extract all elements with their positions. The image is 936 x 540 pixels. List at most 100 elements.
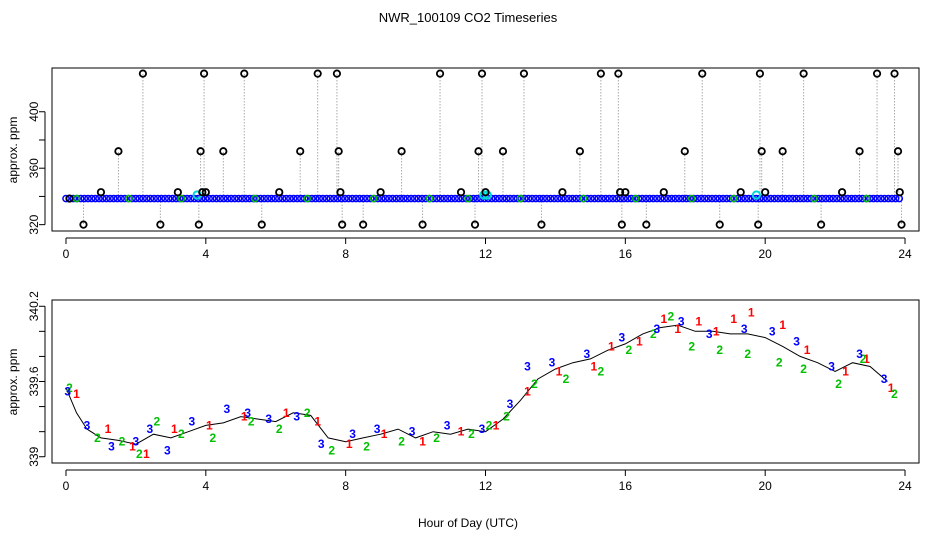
chart-title: NWR_100109 CO2 Timeseries bbox=[379, 10, 558, 25]
bottom-point-label-2: 2 bbox=[716, 343, 723, 357]
top-baseline-point bbox=[888, 194, 896, 203]
top-baseline-point bbox=[539, 194, 548, 203]
bottom-point-label-3: 3 bbox=[507, 397, 514, 411]
bottom-point-label-1: 1 bbox=[73, 387, 80, 401]
top-raw-point bbox=[477, 69, 487, 78]
bottom-point-label-1: 1 bbox=[419, 435, 426, 449]
top-raw-point bbox=[537, 220, 546, 229]
top-raw-point bbox=[799, 69, 808, 78]
top-highlight-point bbox=[751, 190, 762, 200]
top-baseline-point bbox=[282, 194, 291, 203]
top-points-layer bbox=[65, 69, 906, 229]
top-raw-point bbox=[397, 147, 406, 156]
top-raw-point bbox=[596, 69, 605, 78]
top-baseline-point bbox=[366, 194, 375, 203]
bottom-point-label-3: 3 bbox=[706, 327, 713, 341]
top-baseline-point bbox=[715, 194, 724, 203]
top-baseline-point bbox=[513, 194, 522, 203]
top-baseline-point bbox=[671, 194, 680, 203]
bottom-trend-line bbox=[65, 324, 888, 445]
bottom-point-label-3: 3 bbox=[64, 385, 71, 399]
top-baseline-point bbox=[212, 194, 221, 203]
top-baseline-point bbox=[208, 194, 217, 203]
top-baseline-point bbox=[153, 194, 162, 203]
top-baseline-point bbox=[186, 194, 195, 203]
top-raw-point bbox=[257, 220, 266, 229]
top-baseline-point bbox=[69, 194, 78, 203]
top-baseline-point bbox=[278, 194, 287, 203]
bottom-point-label-3: 3 bbox=[223, 402, 230, 416]
top-baseline-point bbox=[62, 194, 70, 203]
top-baseline-point bbox=[572, 194, 581, 203]
x-tick-label: 12 bbox=[479, 247, 493, 261]
top-baseline-point bbox=[818, 194, 827, 203]
top-raw-point bbox=[65, 194, 74, 203]
top-raw-point bbox=[736, 188, 745, 197]
top-baseline-point bbox=[322, 194, 331, 203]
bottom-point-label-1: 1 bbox=[748, 306, 755, 320]
top-baseline-point bbox=[388, 194, 397, 203]
top-baseline-point bbox=[612, 194, 621, 203]
top-baseline-point bbox=[403, 194, 412, 203]
bottom-point-label-3: 3 bbox=[133, 435, 140, 449]
top-baseline-point bbox=[352, 194, 360, 203]
top-baseline-point bbox=[271, 194, 280, 203]
x-tick-label: 20 bbox=[758, 479, 772, 493]
top-baseline-point bbox=[590, 194, 599, 203]
top-baseline-point bbox=[348, 194, 357, 203]
top-baseline-point bbox=[792, 194, 801, 203]
top-raw-point bbox=[456, 188, 466, 197]
top-aux-point bbox=[862, 194, 871, 203]
top-raw-point bbox=[893, 147, 903, 156]
bottom-point-label-3: 3 bbox=[244, 406, 251, 420]
top-baseline-point bbox=[825, 194, 834, 203]
top-raw-point bbox=[498, 147, 508, 156]
bottom-point-label-3: 3 bbox=[374, 422, 381, 436]
bottom-point-label-3: 3 bbox=[349, 427, 356, 441]
bottom-point-label-2: 2 bbox=[563, 372, 570, 386]
bottom-point-label-2: 2 bbox=[468, 427, 475, 441]
top-baseline-point bbox=[884, 194, 893, 203]
top-baseline-point bbox=[76, 194, 85, 203]
bottom-point-label-1: 1 bbox=[143, 447, 150, 461]
top-baseline-point bbox=[139, 194, 147, 203]
top-baseline-point bbox=[102, 194, 111, 203]
top-baseline-point bbox=[774, 194, 782, 203]
bottom-plot-frame bbox=[51, 299, 920, 464]
top-raw-point bbox=[194, 220, 203, 229]
bottom-point-label-1: 1 bbox=[730, 312, 737, 326]
top-baseline-point bbox=[788, 194, 797, 203]
x-tick-label: 0 bbox=[63, 247, 70, 261]
top-baseline-point bbox=[832, 194, 841, 203]
y-tick-label: 340.2 bbox=[27, 291, 41, 321]
top-raw-point bbox=[897, 220, 906, 229]
top-baseline-point bbox=[565, 194, 573, 203]
top-baseline-point bbox=[289, 194, 298, 203]
top-baseline-point bbox=[829, 194, 838, 203]
top-baseline-point bbox=[234, 194, 243, 203]
top-baseline-point bbox=[344, 194, 353, 203]
top-raw-point bbox=[755, 69, 765, 78]
y-tick-label: 320 bbox=[27, 214, 41, 234]
top-baseline-point bbox=[407, 194, 415, 203]
bottom-point-label-3: 3 bbox=[549, 356, 556, 370]
top-raw-point bbox=[575, 147, 584, 156]
top-baseline-point bbox=[587, 194, 595, 203]
top-baseline-point bbox=[308, 194, 316, 203]
top-aux-point bbox=[631, 194, 640, 203]
top-baseline-point bbox=[583, 194, 592, 203]
top-baseline-point bbox=[697, 194, 705, 203]
top-aux-point bbox=[579, 194, 588, 203]
top-baseline-point bbox=[443, 194, 452, 203]
top-aux-point bbox=[125, 194, 133, 203]
y-tick-label: 339.6 bbox=[27, 366, 41, 396]
top-raw-point bbox=[96, 188, 106, 197]
bottom-point-label-2: 2 bbox=[776, 356, 783, 370]
top-raw-point bbox=[617, 220, 626, 229]
top-raw-point bbox=[435, 69, 445, 78]
top-baseline-point bbox=[164, 194, 173, 203]
top-baseline-point bbox=[157, 194, 166, 203]
top-raw-point bbox=[240, 69, 249, 78]
